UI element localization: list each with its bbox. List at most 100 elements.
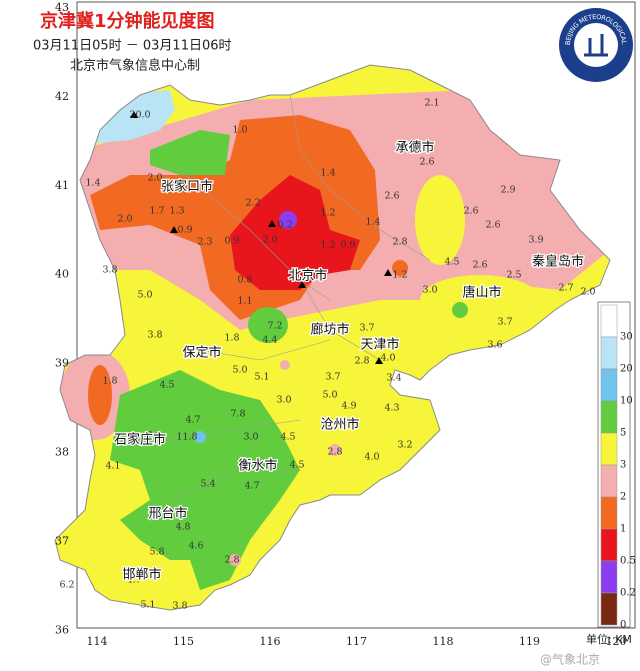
y-axis-label: 36: [55, 623, 69, 636]
station-value: 3.7: [359, 323, 374, 334]
x-axis-label: 117: [346, 635, 367, 648]
station-value: 0.9: [340, 240, 355, 251]
legend-swatch: [600, 528, 618, 562]
station-value: 1.4: [365, 217, 380, 228]
station-value: 2.0: [262, 235, 277, 246]
legend-label: 3: [620, 460, 626, 471]
logo-center: [574, 23, 618, 67]
legend-label: 10: [620, 396, 633, 407]
legend-label: 2: [620, 492, 626, 503]
y-axis-label: 41: [55, 179, 69, 192]
station-value: 4.5: [159, 380, 174, 391]
admin-borders: [159, 94, 431, 501]
site-markers: [130, 111, 392, 364]
station-value: 5.8: [149, 547, 164, 558]
station-value: 1.2: [320, 208, 335, 219]
city-name: 天津市: [360, 337, 399, 353]
station-value: 4.1: [105, 461, 120, 472]
site-marker: [170, 226, 178, 233]
station-value: 3.0: [243, 432, 258, 443]
station-value: 3.4: [386, 373, 401, 384]
city-name: 承德市: [395, 140, 434, 156]
station-value: 2.8: [224, 555, 239, 566]
zone-yellow: [415, 175, 465, 265]
legend-swatch: [600, 592, 618, 626]
city-name: 沧州市: [320, 417, 359, 433]
station-value: 2.5: [506, 270, 521, 281]
station-value: 30.0: [129, 110, 150, 121]
station-value: 0.9: [224, 236, 239, 247]
station-value: 2.6: [463, 206, 478, 217]
station-value: 3.6: [487, 340, 502, 351]
legend-swatch: [600, 496, 618, 530]
station-value: 3.8: [172, 601, 187, 612]
station-value: 2.6: [472, 260, 487, 271]
x-axis-label: 114: [87, 635, 108, 648]
station-value: 5.0: [322, 390, 337, 401]
station-value: 0.9: [177, 225, 192, 236]
station-value: 1.2: [392, 270, 407, 281]
zone-green: [150, 130, 230, 175]
zone-green: [452, 302, 468, 318]
station-value: 5.0: [232, 365, 247, 376]
station-value: 2.6: [384, 191, 399, 202]
zone-pink: [329, 444, 341, 456]
station-value: 5.1: [140, 600, 155, 611]
legend-label: 0: [620, 620, 626, 631]
legend-swatch: [600, 560, 618, 594]
site-marker: [268, 220, 276, 227]
station-value: 4.7: [244, 481, 259, 492]
zone-yellow: [420, 275, 540, 325]
station-value: 5.1: [254, 372, 269, 383]
y-axis-label: 40: [55, 268, 69, 281]
station-value: 7.8: [230, 409, 245, 420]
zone-purple: [279, 211, 297, 229]
station-value: 4.5: [280, 432, 295, 443]
station-value: 4.9: [341, 401, 356, 412]
station-value: 3.0: [422, 285, 437, 296]
legend-label: 5: [620, 428, 626, 439]
station-value: 4.5: [289, 460, 304, 471]
station-value: 3.7: [497, 317, 512, 328]
zone-pink: [229, 554, 241, 566]
station-value: 2.1: [424, 98, 439, 109]
station-value: 3.2: [397, 440, 412, 451]
city-name: 邢台市: [148, 506, 187, 522]
logo-mark: [584, 34, 608, 57]
y-axis-label: 43: [55, 1, 69, 14]
legend-swatch: [600, 304, 618, 338]
station-value: 2.0: [580, 287, 595, 298]
station-value: 2.6: [419, 157, 434, 168]
site-marker: [130, 111, 138, 118]
station-value: 7.9: [146, 431, 161, 442]
city-name: 衡水市: [238, 458, 277, 474]
station-value: 4.5: [444, 257, 459, 268]
watermark: @气象北京: [540, 652, 600, 667]
legend-swatch: [600, 400, 618, 434]
station-value: 1.7: [149, 206, 164, 217]
station-value: 2.3: [197, 237, 212, 248]
station-value: 4.6: [188, 541, 203, 552]
city-name: 保定市: [182, 345, 221, 361]
site-marker: [384, 269, 392, 276]
producer: 北京市气象信息中心制: [70, 58, 200, 74]
legend-label: 0.5: [620, 556, 636, 567]
station-value: 4.8: [175, 522, 190, 533]
zone-red: [230, 175, 360, 290]
station-value: 1.8: [224, 333, 239, 344]
station-value: 2.0: [147, 173, 162, 184]
site-marker: [375, 357, 383, 364]
station-value: 2.9: [500, 185, 515, 196]
city-name: 石家庄市: [114, 432, 166, 448]
legend-swatch: [600, 336, 618, 370]
station-value: 1.3: [169, 206, 184, 217]
y-axis-label: 38: [55, 446, 69, 459]
station-value: 11.8: [176, 432, 197, 443]
station-value: 4.7: [126, 575, 141, 586]
station-value: 3.8: [147, 330, 162, 341]
legend-label: 1: [620, 524, 626, 535]
station-value: 2.0: [117, 214, 132, 225]
station-value: 5.4: [200, 479, 215, 490]
station-value: 1.4: [85, 178, 100, 189]
station-value: 4.7: [185, 415, 200, 426]
